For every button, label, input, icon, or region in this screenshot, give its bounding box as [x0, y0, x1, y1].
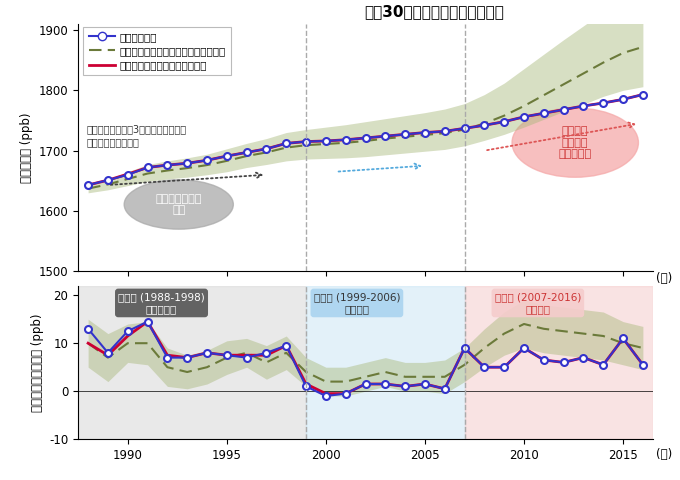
Text: 過去30年間のメタン濃度の変動: 過去30年間のメタン濃度の変動: [364, 4, 505, 19]
Bar: [78, 286, 306, 439]
Text: 石油・天然ガス
採掘: 石油・天然ガス 採掘: [156, 193, 202, 215]
Bar: [306, 286, 464, 439]
Legend: 観測による値, これまでの研究によるモデル計算の例, 本研究の逆解析から得られた値: 観測による値, これまでの研究によるモデル計算の例, 本研究の逆解析から得られた…: [84, 27, 231, 75]
Ellipse shape: [124, 180, 233, 229]
Text: (年): (年): [656, 448, 672, 461]
Y-axis label: メタン濃度 (ppb): メタン濃度 (ppb): [20, 112, 33, 183]
Ellipse shape: [512, 108, 639, 177]
Text: ・観測で見られた3つの期間の違いを
　よく再現している: ・観測で見られた3つの期間の違いを よく再現している: [87, 124, 187, 147]
Text: 期間２ (1999-2006)
ほぼ一定: 期間２ (1999-2006) ほぼ一定: [313, 292, 400, 314]
Text: (年): (年): [656, 272, 672, 285]
Text: 期間２ (2007-2016)
再び増加: 期間２ (2007-2016) 再び増加: [494, 292, 581, 314]
Text: 石炭採掘
家畜飼育
廣棄物処理: 石炭採掘 家畜飼育 廣棄物処理: [559, 126, 592, 159]
Text: 期間１ (1988-1998)
増加が逓化: 期間１ (1988-1998) 増加が逓化: [118, 292, 205, 314]
Bar: [464, 286, 653, 439]
Y-axis label: メタン濃度の増加率 (ppb): メタン濃度の増加率 (ppb): [31, 313, 44, 412]
